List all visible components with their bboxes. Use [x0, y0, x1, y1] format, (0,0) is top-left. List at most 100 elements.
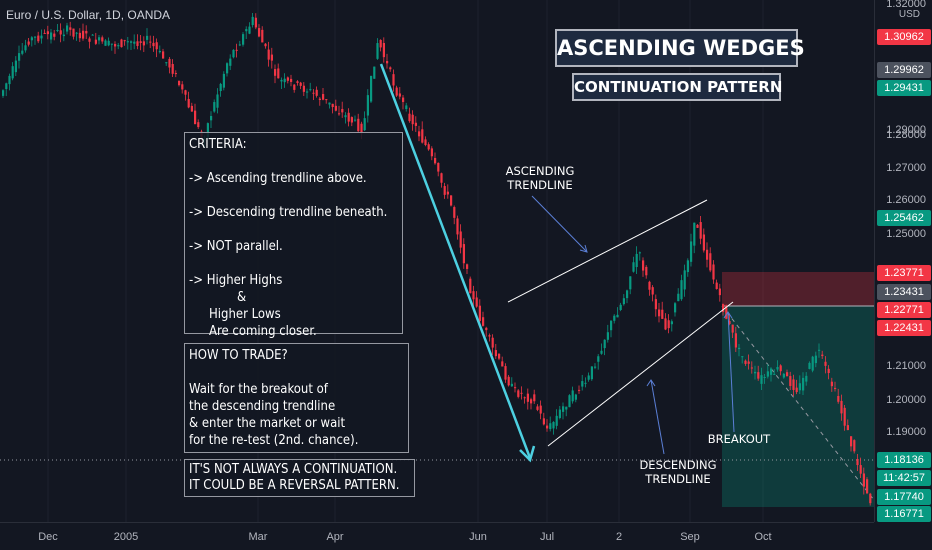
- candle-body: [696, 224, 699, 228]
- candle-body: [814, 355, 817, 364]
- candle-body: [94, 39, 97, 44]
- candle-body: [328, 102, 331, 105]
- candle-body: [526, 393, 529, 402]
- candle-body: [110, 43, 113, 45]
- annotation-line: TRENDLINE: [507, 178, 573, 192]
- criteria-item: -> Ascending trendline above.: [189, 171, 367, 186]
- price-tick: 1.26000: [886, 194, 926, 206]
- candle-body: [347, 112, 350, 122]
- candle-body: [379, 39, 382, 48]
- candle-body: [523, 397, 526, 399]
- candle-body: [165, 62, 168, 64]
- candle-body: [494, 350, 497, 357]
- price-tick: 1.21000: [886, 360, 926, 372]
- warning-line: IT'S NOT ALWAYS A CONTINUATION.: [189, 462, 398, 477]
- candle-body: [475, 297, 478, 307]
- candle-body: [408, 113, 411, 122]
- candle-body: [782, 373, 785, 378]
- symbol-title[interactable]: Euro / U.S. Dollar, 1D, OANDA: [6, 8, 171, 22]
- candle-body: [837, 395, 840, 402]
- time-axis[interactable]: Dec 2005 Mar Apr Jun Jul 2 Sep Oct: [0, 522, 874, 550]
- candle-body: [142, 41, 145, 46]
- price-tag: 1.23771: [877, 265, 931, 281]
- candle-body: [846, 425, 849, 431]
- candle-body: [293, 84, 296, 90]
- candlestick-chart[interactable]: [0, 0, 874, 522]
- candle-body: [578, 389, 581, 391]
- candle-body: [568, 395, 571, 408]
- candle-body: [613, 315, 616, 321]
- candle-body: [181, 84, 184, 90]
- candle-body: [504, 366, 507, 380]
- candle-body: [619, 304, 622, 310]
- candle-body: [811, 356, 814, 371]
- candle-body: [472, 291, 475, 300]
- take-profit-zone[interactable]: [722, 306, 874, 507]
- candle-body: [718, 288, 721, 296]
- candle-body: [453, 207, 456, 218]
- candle-body: [389, 67, 392, 70]
- candle-body: [155, 42, 158, 50]
- chart-area[interactable]: Euro / U.S. Dollar, 1D, OANDA ASCENDING …: [0, 0, 874, 522]
- candle-body: [290, 78, 293, 82]
- price-tick: 1.27000: [886, 162, 926, 174]
- candle-body: [728, 320, 731, 325]
- candle-body: [757, 372, 760, 379]
- price-tick: 1.32000: [886, 0, 926, 10]
- candle-body: [229, 58, 232, 66]
- candle-body: [862, 473, 865, 487]
- candle-body: [840, 400, 843, 414]
- candle-body: [709, 253, 712, 271]
- candle-body: [130, 41, 133, 43]
- candle-body: [622, 298, 625, 305]
- candle-body: [616, 314, 619, 318]
- candle-body: [126, 41, 129, 43]
- candle-body: [626, 290, 629, 299]
- candle-body: [546, 425, 549, 429]
- candle-body: [437, 162, 440, 172]
- candle-body: [136, 41, 139, 46]
- candle-body: [18, 53, 21, 61]
- descending-trendline[interactable]: [547, 301, 734, 447]
- candle-body: [699, 222, 702, 239]
- candle-body: [149, 41, 152, 43]
- candle-body: [443, 186, 446, 195]
- candle-body: [869, 493, 872, 504]
- stop-loss-zone[interactable]: [722, 272, 874, 306]
- candle-body: [8, 75, 11, 85]
- candles-group: [2, 13, 872, 506]
- candle-body: [859, 465, 862, 474]
- price-tick: 1.19000: [886, 426, 926, 438]
- ascending-trendline[interactable]: [507, 199, 708, 303]
- candle-body: [670, 321, 673, 325]
- page-title: ASCENDING WEDGES: [555, 29, 805, 67]
- candle-body: [600, 350, 603, 354]
- candle-body: [514, 387, 517, 389]
- candle-body: [248, 26, 251, 34]
- price-tick: 1.28000: [886, 129, 926, 141]
- candle-body: [632, 262, 635, 272]
- currency-label[interactable]: USD: [898, 9, 920, 20]
- projection-dashed-line: [721, 305, 874, 501]
- candle-body: [171, 63, 174, 74]
- impulse-arrow-head: [519, 445, 536, 463]
- candle-body: [104, 40, 107, 46]
- criteria-item: -> Higher Highs: [189, 273, 283, 288]
- candle-body: [325, 99, 328, 101]
- criteria-header: CRITERIA:: [189, 137, 247, 152]
- candle-body: [350, 117, 353, 123]
- candle-body: [69, 27, 72, 30]
- impulse-arrow[interactable]: [379, 63, 532, 459]
- candle-body: [98, 37, 101, 41]
- candle-body: [376, 43, 379, 59]
- candle-body: [50, 32, 53, 40]
- price-axis[interactable]: USD 1.32000 1.29000 1.28000 1.27000 1.26…: [874, 0, 932, 522]
- candle-body: [821, 354, 824, 357]
- candle-body: [334, 105, 337, 111]
- candle-body: [206, 123, 209, 138]
- breakout-pointer-arrow: [727, 311, 735, 433]
- annotation-line: TRENDLINE: [645, 472, 711, 486]
- time-tick: Mar: [248, 531, 268, 543]
- candle-body: [565, 406, 568, 410]
- how-to-trade-line: for the re-test (2nd. chance).: [189, 433, 359, 448]
